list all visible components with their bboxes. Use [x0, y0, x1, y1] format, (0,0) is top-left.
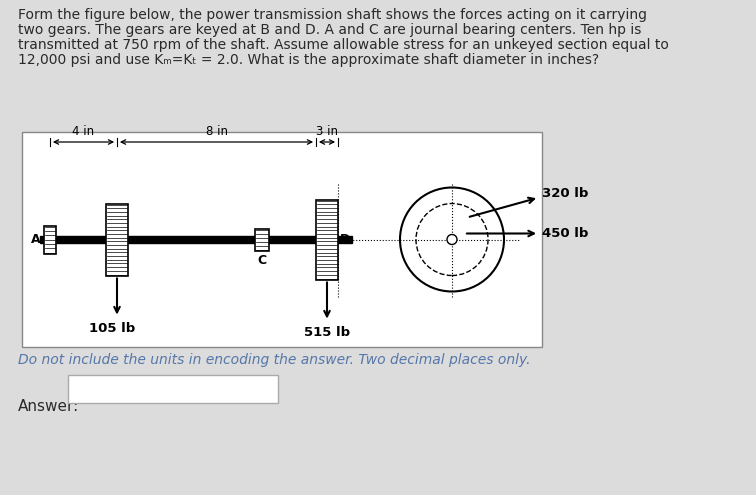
- Text: C: C: [258, 253, 267, 266]
- Text: transmitted at 750 rpm of the shaft. Assume allowable stress for an unkeyed sect: transmitted at 750 rpm of the shaft. Ass…: [18, 38, 669, 52]
- Text: Do not include the units in encoding the answer. Two decimal places only.: Do not include the units in encoding the…: [18, 353, 531, 367]
- Text: 4 in: 4 in: [73, 125, 94, 138]
- Bar: [22, 132, 542, 347]
- Bar: [255, 229, 269, 250]
- Text: two gears. The gears are keyed at B and D. A and C are journal bearing centers. : two gears. The gears are keyed at B and …: [18, 23, 641, 37]
- Text: 12,000 psi and use Kₘ=Kₜ = 2.0. What is the approximate shaft diameter in inches: 12,000 psi and use Kₘ=Kₜ = 2.0. What is …: [18, 53, 599, 67]
- Bar: [44, 226, 56, 253]
- Text: 320 lb: 320 lb: [542, 187, 588, 200]
- Text: D: D: [340, 233, 350, 246]
- Bar: [316, 199, 338, 280]
- Circle shape: [447, 235, 457, 245]
- Bar: [40, 236, 352, 243]
- Bar: [106, 203, 128, 276]
- Text: 450 lb: 450 lb: [542, 227, 588, 240]
- Bar: [68, 375, 278, 403]
- Text: A: A: [32, 233, 41, 246]
- Text: 105 lb: 105 lb: [89, 321, 135, 335]
- Text: 8 in: 8 in: [206, 125, 228, 138]
- Text: 3 in: 3 in: [316, 125, 338, 138]
- Circle shape: [400, 188, 504, 292]
- Text: 515 lb: 515 lb: [304, 326, 350, 339]
- Text: B: B: [106, 233, 115, 246]
- Text: Answer:: Answer:: [18, 399, 79, 414]
- Text: Form the figure below, the power transmission shaft shows the forces acting on i: Form the figure below, the power transmi…: [18, 8, 647, 22]
